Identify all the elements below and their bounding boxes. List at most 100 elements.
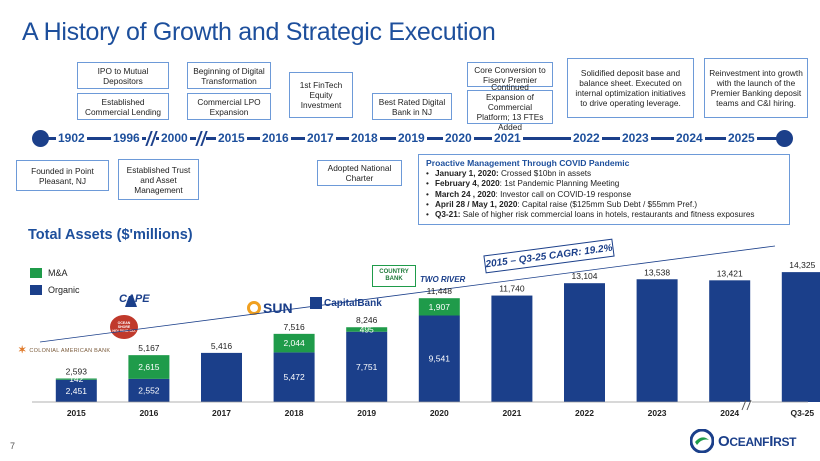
timeline-year: 2017 bbox=[305, 130, 336, 147]
bar-total-label: 7,516 bbox=[283, 322, 305, 332]
timeline-year: 2023 bbox=[620, 130, 651, 147]
bar-total-label: 14,325 bbox=[789, 260, 815, 270]
timeline-end-dot bbox=[776, 130, 793, 147]
timeline-year: 2000 bbox=[159, 130, 190, 147]
bar-total-label: 13,104 bbox=[572, 271, 598, 281]
bar-total-label: 13,538 bbox=[644, 267, 670, 277]
capital-bank-icon bbox=[310, 297, 322, 309]
bar-total-label: 5,416 bbox=[211, 341, 233, 351]
bar-organic bbox=[346, 331, 388, 402]
bar-organic-label: 2,451 bbox=[66, 386, 88, 396]
bar-organic bbox=[273, 352, 315, 402]
bar-total-label: 13,421 bbox=[717, 268, 743, 278]
milestone-charter: Adopted National Charter bbox=[317, 160, 402, 186]
bar-organic bbox=[201, 352, 242, 402]
milestone-commercial-lending: Established Commercial Lending bbox=[77, 93, 169, 120]
x-axis-break bbox=[740, 399, 752, 411]
x-tick-label: 2022 bbox=[575, 408, 594, 418]
timeline-start-dot bbox=[32, 130, 49, 147]
timeline-year: 2025 bbox=[726, 130, 757, 147]
bar-total-label: 2,593 bbox=[66, 366, 88, 376]
x-tick-label: 2016 bbox=[139, 408, 158, 418]
bar-total-label: 5,167 bbox=[138, 343, 160, 353]
oceanfirst-swirl-icon bbox=[690, 429, 714, 453]
x-tick-label: Q3-25 bbox=[790, 408, 814, 418]
timeline-year: 1996 bbox=[111, 130, 142, 147]
x-axis-group: 2015 2016 2017 2018 2019 2020 2021 2022 2023 2024… bbox=[32, 401, 814, 418]
bar-ma-label: 1,907 bbox=[429, 302, 451, 312]
legend-ma-swatch bbox=[30, 268, 42, 278]
capital-bank-logo: CapitalBank bbox=[310, 297, 382, 309]
bar-organic-label: 5,472 bbox=[283, 372, 305, 382]
covid-item: March 24 , 2020: Investor call on COVID-… bbox=[426, 190, 782, 200]
cagr-label: 2015 – Q3-25 CAGR: 19.2% bbox=[483, 238, 615, 274]
legend-ma: M&A bbox=[30, 268, 68, 278]
bar-organic bbox=[781, 272, 820, 402]
milestone-trust: Established Trust and Asset Management bbox=[118, 159, 199, 200]
milestone-reinvestment: Reinvestment into growth with the launch… bbox=[704, 58, 808, 118]
oceanfirst-wordmark: OCEANFIRST bbox=[718, 432, 797, 450]
milestone-rated-digital: Best Rated Digital Bank in NJ bbox=[372, 93, 452, 120]
x-tick-label: 2015 bbox=[67, 408, 86, 418]
bar-ma bbox=[128, 355, 170, 379]
legend-ma-label: M&A bbox=[48, 268, 68, 278]
bar-total-label: 11,740 bbox=[499, 284, 525, 294]
bar-ma-label: 2,615 bbox=[138, 362, 160, 372]
covid-item: Q3-21: Sale of higher risk commercial lo… bbox=[426, 210, 782, 220]
bar-ma bbox=[346, 327, 388, 332]
bar-organic bbox=[564, 283, 605, 402]
covid-item: January 1, 2020: Crossed $10bn in assets bbox=[426, 169, 782, 179]
timeline-year: 2020 bbox=[443, 130, 474, 147]
covid-item: April 28 / May 1, 2020: Capital raise ($… bbox=[426, 200, 782, 210]
slide-title: A History of Growth and Strategic Execut… bbox=[22, 18, 496, 46]
milestone-deposit-base: Solidified deposit base and balance shee… bbox=[567, 58, 694, 118]
star-icon: ✶ bbox=[18, 345, 27, 356]
sun-icon bbox=[247, 301, 261, 315]
timeline-break-gap-1 bbox=[146, 133, 156, 144]
oceanfirst-logo: OCEANFIRST bbox=[690, 428, 808, 454]
milestone-commercial-platform: Continued Expansion of Commercial Platfo… bbox=[467, 82, 553, 132]
bar-organic bbox=[636, 279, 678, 402]
bar-total-label: 8,246 bbox=[356, 315, 378, 325]
x-tick-label: 2018 bbox=[285, 408, 304, 418]
covid-item: February 4, 2020: 1st Pandemic Planning … bbox=[426, 179, 782, 189]
x-tick-label: 2019 bbox=[357, 408, 376, 418]
milestone-digital-transformation: Beginning of Digital Transformation bbox=[187, 62, 271, 89]
milestone-fintech: 1st FinTech Equity Investment bbox=[289, 72, 353, 118]
bar-ma-label: 142 bbox=[69, 374, 83, 384]
timeline-year: 2015 bbox=[216, 130, 247, 147]
timeline-year: 2024 bbox=[674, 130, 705, 147]
timeline-year: 2019 bbox=[396, 130, 427, 147]
colonial-american-logo: ✶ COLONIAL AMERICAN BANK bbox=[18, 345, 111, 356]
timeline-year: 2021 bbox=[492, 130, 523, 147]
chart-subtitle: Total Assets ($'millions) bbox=[28, 227, 193, 243]
bar-ma-label: 2,044 bbox=[283, 338, 305, 348]
bar-organic bbox=[55, 379, 97, 402]
x-tick-label: 2017 bbox=[212, 408, 231, 418]
sun-bancorp-logo: SUN bbox=[247, 300, 293, 316]
x-tick-label: 2024 bbox=[720, 408, 739, 418]
bar-ma-label: 495 bbox=[360, 324, 374, 334]
timeline-year: 2018 bbox=[349, 130, 380, 147]
bar-organic bbox=[491, 295, 533, 402]
bar-organic-label: 7,751 bbox=[356, 362, 378, 372]
legend-organic-label: Organic bbox=[48, 285, 80, 295]
bar-organic bbox=[709, 280, 751, 402]
x-tick-label: 2023 bbox=[648, 408, 667, 418]
bar-organic bbox=[128, 378, 170, 402]
x-tick-label: 2021 bbox=[502, 408, 521, 418]
cape-logo: CAPE bbox=[115, 293, 150, 314]
covid-heading: Proactive Management Through COVID Pande… bbox=[426, 158, 630, 168]
ocean-shore-logo: OCEAN SHORE HOLDING CO. bbox=[110, 315, 138, 339]
bar-organic-label: 9,541 bbox=[429, 354, 451, 364]
bar-total-label: 11,448 bbox=[427, 286, 453, 296]
legend-organic: Organic bbox=[30, 285, 80, 295]
bar-ma bbox=[273, 333, 315, 353]
country-bank-logo: COUNTRY BANK bbox=[372, 265, 416, 287]
cagr-arrow-line bbox=[39, 245, 776, 343]
legend-organic-swatch bbox=[30, 285, 42, 295]
x-tick-label: 2020 bbox=[430, 408, 449, 418]
bar-organic-label: 2,552 bbox=[138, 385, 160, 395]
bar-ma bbox=[418, 298, 460, 316]
milestone-core-conversion: Core Conversion to Fiserv Premier bbox=[467, 62, 553, 87]
